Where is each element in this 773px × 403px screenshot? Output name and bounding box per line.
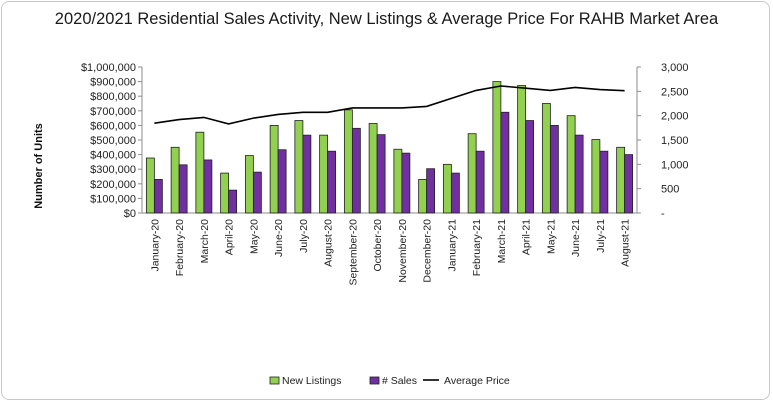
x-tick-label: February-20: [174, 219, 186, 276]
bar-new-listings: [517, 85, 527, 214]
bar-new-listings: [616, 146, 626, 214]
bar-new-listings: [368, 123, 378, 214]
bar-sales: [426, 168, 436, 214]
bar-sales: [327, 150, 337, 214]
right-tick-label: 1,500: [661, 135, 689, 147]
bar-new-listings: [541, 103, 551, 214]
bar-sales: [401, 152, 411, 214]
left-tick-label: $800,000: [90, 91, 136, 103]
line-average-price: [154, 85, 625, 125]
x-tick-label: July-20: [298, 219, 310, 253]
x-tick-label: April-21: [521, 219, 533, 255]
bar-new-listings: [467, 133, 477, 214]
x-tick-label: March-20: [199, 219, 211, 264]
left-tick-label: $100,000: [90, 193, 136, 205]
bar-new-listings: [294, 120, 304, 214]
x-tick-label: January-20: [149, 219, 161, 272]
bar-sales: [376, 134, 386, 214]
bar-sales: [252, 171, 262, 214]
x-tick-label: May-21: [545, 219, 557, 254]
left-tick-label: $0: [124, 208, 136, 220]
bar-new-listings: [393, 148, 403, 214]
left-tick-label: $600,000: [90, 120, 136, 132]
legend-label-new-listings: New Listings: [282, 375, 342, 387]
x-tick-label: February-21: [471, 219, 483, 276]
x-tick-label: September-20: [347, 219, 359, 286]
left-tick-label: $400,000: [90, 150, 136, 162]
left-tick-label: $300,000: [90, 164, 136, 176]
left-tick-label: $900,000: [90, 77, 136, 89]
x-tick-label: August-20: [323, 219, 335, 267]
left-tick-label: $500,000: [90, 135, 136, 147]
right-tick-label: 2,500: [661, 86, 689, 98]
x-tick-label: January-21: [446, 219, 458, 272]
bar-new-listings: [145, 157, 155, 214]
x-tick-label: April-20: [224, 219, 236, 255]
bar-new-listings: [244, 155, 254, 214]
x-tick-label: December-20: [422, 219, 434, 283]
bar-sales: [351, 127, 361, 214]
bar-sales: [599, 150, 609, 214]
right-tick-label: 500: [661, 184, 679, 196]
x-tick-label: May-20: [248, 219, 260, 254]
right-tick-label: -: [661, 208, 665, 220]
bar-sales: [277, 149, 287, 214]
x-tick-label: July-21: [595, 219, 607, 253]
bar-sales: [450, 172, 460, 214]
left-tick-label: $1,000,000: [81, 62, 136, 74]
bar-sales: [302, 134, 312, 214]
bar-sales: [549, 125, 559, 214]
bar-new-listings: [418, 179, 428, 214]
left-tick-label: $200,000: [90, 179, 136, 191]
bar-new-listings: [170, 146, 180, 214]
bar-sales: [475, 150, 485, 214]
x-tick-label: June-21: [570, 219, 582, 257]
bar-sales: [178, 164, 188, 214]
legend-swatch-new-listings: [269, 376, 280, 385]
right-tick-label: 2,000: [661, 111, 689, 123]
right-tick-label: 3,000: [661, 62, 689, 74]
x-tick-label: June-20: [273, 219, 285, 257]
bar-new-listings: [269, 125, 279, 214]
x-tick-label: March-21: [496, 219, 508, 264]
bar-sales: [203, 159, 213, 214]
bar-sales: [153, 179, 163, 214]
left-tick-label: $700,000: [90, 106, 136, 118]
bar-new-listings: [492, 81, 502, 214]
bar-new-listings: [195, 131, 205, 214]
bar-new-listings: [566, 115, 576, 214]
bar-sales: [525, 120, 535, 214]
bar-sales: [574, 134, 584, 214]
bar-new-listings: [319, 134, 329, 214]
bar-new-listings: [343, 109, 353, 214]
chart-title: 2020/2021 Residential Sales Activity, Ne…: [54, 10, 719, 28]
legend-label-average-price: Average Price: [444, 375, 510, 387]
bar-sales: [624, 154, 634, 214]
right-tick-label: 1,000: [661, 159, 689, 171]
x-tick-label: November-20: [397, 219, 409, 283]
bar-sales: [228, 189, 238, 214]
bar-new-listings: [220, 172, 230, 214]
legend-label-sales: # Sales: [382, 375, 417, 387]
x-tick-label: August-21: [620, 219, 632, 267]
bar-new-listings: [442, 163, 452, 214]
legend-swatch-sales: [369, 376, 380, 385]
x-tick-label: October-20: [372, 219, 384, 272]
bar-new-listings: [591, 139, 601, 214]
bar-sales: [500, 111, 510, 214]
